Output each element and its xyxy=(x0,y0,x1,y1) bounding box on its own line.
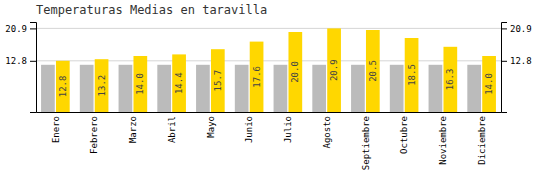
x-tick-label: Julio xyxy=(283,116,293,143)
y-tick: 20.9 xyxy=(501,24,532,34)
y-tick-label: 20.9 xyxy=(510,24,532,34)
chart-title: Temperaturas Medias en taravilla xyxy=(36,3,267,17)
x-tick: Julio xyxy=(283,116,293,143)
grid-line xyxy=(36,28,501,29)
plot: 12.8 13.2 14.0 14.4 15.7 17.6 20.0 20.9 20.5 18.5… xyxy=(5,23,531,171)
x-tick-label: Junio xyxy=(244,116,254,143)
x-tick-label: Febrero xyxy=(89,116,99,154)
bar xyxy=(95,59,109,112)
y-tick-mark xyxy=(501,28,507,29)
x-tick-label: Octubre xyxy=(399,116,409,154)
bar xyxy=(390,65,404,112)
y-tick: 20.9 xyxy=(5,24,36,34)
bar xyxy=(196,65,210,112)
bar-series xyxy=(56,28,496,112)
grid xyxy=(36,28,501,60)
bar xyxy=(288,32,302,112)
bar xyxy=(211,49,225,112)
bar xyxy=(80,65,94,112)
y-tick-label: 12.8 xyxy=(510,56,532,66)
bar xyxy=(405,38,419,112)
bar xyxy=(482,56,496,112)
x-tick-label: Mayo xyxy=(206,116,216,138)
x-tick: Septiembre xyxy=(361,116,371,170)
y-tick: 12.8 xyxy=(5,56,36,66)
y-axis-line xyxy=(30,23,37,113)
x-tick: Febrero xyxy=(89,116,99,154)
data-label: 13.2 xyxy=(97,75,107,97)
y-tick-mark xyxy=(30,28,36,29)
data-label: 14.4 xyxy=(174,72,184,94)
bar xyxy=(274,65,288,112)
x-tick: Diciembre xyxy=(477,116,487,165)
bar xyxy=(157,65,171,112)
bar xyxy=(119,65,133,112)
y-axis-right: 12.8 20.9 xyxy=(501,23,532,113)
x-axis-line xyxy=(37,112,502,113)
bar xyxy=(443,47,457,112)
chart-svg: Temperaturas Medias en taravilla 12.8 13.2… xyxy=(0,0,537,174)
x-tick-label: Diciembre xyxy=(477,116,487,165)
bar xyxy=(467,65,481,112)
bar xyxy=(366,30,380,112)
bar xyxy=(133,56,147,112)
bar xyxy=(351,65,365,112)
data-label: 12.8 xyxy=(58,76,68,98)
x-tick-label: Abril xyxy=(167,116,177,143)
data-label: 20.9 xyxy=(329,59,339,81)
y-tick-label: 20.9 xyxy=(5,24,27,34)
x-tick-label: Enero xyxy=(51,116,61,143)
y-tick: 12.8 xyxy=(501,56,532,66)
chart-container: Temperaturas Medias en taravilla 12.8 13.2… xyxy=(0,0,537,174)
bar xyxy=(429,65,443,112)
data-label: 14.0 xyxy=(484,73,494,95)
x-tick: Agosto xyxy=(322,116,332,149)
data-label: 15.7 xyxy=(213,70,223,92)
bar xyxy=(250,42,264,112)
bars xyxy=(41,28,496,112)
y-tick-mark xyxy=(30,61,36,62)
x-tick: Noviembre xyxy=(438,116,448,165)
data-label: 16.3 xyxy=(445,69,455,91)
x-tick: Junio xyxy=(244,116,254,143)
bar xyxy=(327,28,341,112)
x-tick-label: Noviembre xyxy=(438,116,448,165)
x-axis: Enero Febrero Marzo Abril Mayo Junio Julio Agos… xyxy=(37,113,502,171)
y-tick-mark xyxy=(501,61,507,62)
x-tick: Mayo xyxy=(206,116,216,138)
bar xyxy=(312,65,326,112)
bar xyxy=(41,65,55,112)
bar xyxy=(56,61,70,112)
y-axis-left: 12.8 20.9 xyxy=(5,23,36,113)
x-tick: Octubre xyxy=(399,116,409,154)
bar xyxy=(172,54,186,112)
x-tick: Enero xyxy=(51,116,61,143)
data-label: 17.6 xyxy=(252,66,262,88)
x-tick-label: Agosto xyxy=(322,116,332,149)
x-tick-label: Septiembre xyxy=(361,116,371,170)
bar xyxy=(235,65,249,112)
x-tick: Abril xyxy=(167,116,177,143)
y-axis-line xyxy=(502,23,508,113)
data-label: 20.0 xyxy=(290,61,300,83)
data-labels: 12.8 13.2 14.0 14.4 15.7 17.6 20.0 20.9 20.5 18.5… xyxy=(58,59,494,97)
data-label: 18.5 xyxy=(407,64,417,86)
x-tick: Marzo xyxy=(128,116,138,143)
data-label: 14.0 xyxy=(135,73,145,95)
x-tick-label: Marzo xyxy=(128,116,138,143)
y-tick-label: 12.8 xyxy=(5,56,27,66)
data-label: 20.5 xyxy=(368,60,378,82)
